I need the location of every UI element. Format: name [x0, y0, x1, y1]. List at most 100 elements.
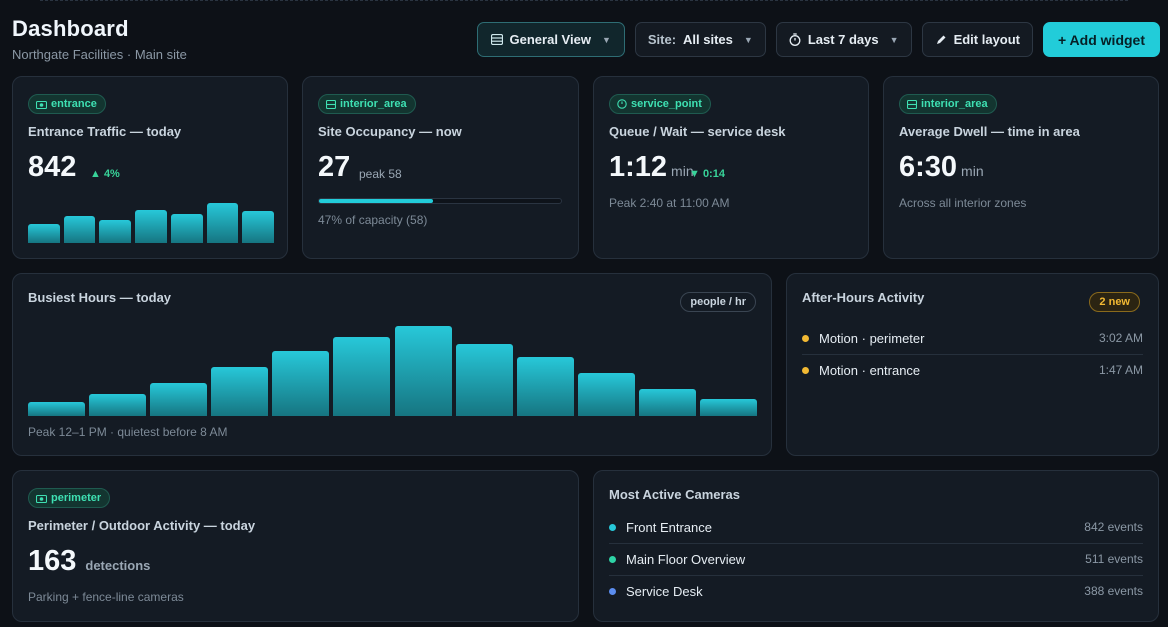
chip-label: interior_area	[921, 98, 988, 110]
camera-color-dot	[609, 587, 616, 595]
occupancy-peak: peak 58	[359, 167, 402, 181]
site-value: All sites	[683, 32, 733, 47]
page-subtitle: Northgate Facilities · Main site	[12, 47, 187, 62]
occupancy-value: 27	[318, 151, 351, 183]
queue-unit: min	[671, 163, 694, 179]
hour-bar	[89, 394, 147, 416]
list-item[interactable]: Main Floor Overview 511 events	[609, 543, 1143, 575]
dwell-note: Across all interior zones	[899, 196, 1027, 210]
camera-events: 511 events	[1085, 552, 1143, 566]
divider	[802, 354, 1143, 355]
chip-label: entrance	[51, 98, 97, 110]
entrance-traffic-card[interactable]: entrance Entrance Traffic — today 842 ▲ …	[12, 76, 288, 259]
card-title: Queue / Wait — service desk	[609, 124, 786, 139]
camera-name: Main Floor Overview	[626, 551, 746, 567]
trend-down-delta: ▼ 0:14	[689, 168, 725, 180]
trend-up-delta: ▲ 4%	[90, 168, 120, 180]
entrance-value: 842	[28, 151, 77, 183]
sparkline-bar	[28, 224, 60, 243]
view-select[interactable]: General View ▼	[476, 22, 625, 57]
status-dot	[802, 366, 809, 374]
dwell-unit: min	[961, 163, 984, 179]
toolbar: General View ▼ Site: All sites ▼ Last 7 …	[476, 22, 1160, 57]
hour-bar	[699, 399, 757, 416]
capacity-note: 47% of capacity (58)	[318, 213, 428, 227]
sparkline-bar	[63, 216, 96, 243]
busiest-hours-chart	[28, 326, 757, 416]
dwell-value: 6:30 min	[899, 151, 984, 184]
camera-events: 388 events	[1084, 584, 1143, 598]
divider	[609, 543, 1143, 544]
chip-interior-area: interior_area	[899, 94, 997, 114]
list-item[interactable]: Motion · perimeter 3:02 AM	[802, 322, 1143, 354]
building-icon	[907, 99, 917, 109]
sparkline-bar	[135, 210, 167, 243]
list-item[interactable]: Motion · entrance 1:47 AM	[802, 354, 1143, 386]
date-range-select[interactable]: Last 7 days ▼	[775, 22, 912, 57]
page-header: Dashboard Northgate Facilities · Main si…	[12, 16, 1160, 62]
sparkline-bar	[242, 211, 274, 243]
detection-count: 163	[28, 545, 77, 577]
list-item[interactable]: Front Entrance 842 events	[609, 511, 1143, 543]
pencil-icon	[936, 35, 946, 44]
hour-bar	[150, 383, 208, 416]
camera-name: Service Desk	[626, 583, 703, 599]
card-title: After-Hours Activity	[802, 290, 925, 305]
site-occupancy-card[interactable]: interior_area Site Occupancy — now 27 pe…	[302, 76, 579, 259]
add-widget-button[interactable]: + Add widget	[1043, 22, 1160, 57]
site-select[interactable]: Site: All sites ▼	[634, 22, 766, 57]
sparkline-bar	[206, 203, 239, 243]
chip-label: interior_area	[340, 98, 407, 110]
sparkline-bar	[170, 214, 203, 243]
dwell-time: 6:30	[899, 151, 958, 183]
chevron-down-icon: ▼	[889, 34, 899, 45]
average-dwell-card[interactable]: interior_area Average Dwell — time in ar…	[883, 76, 1159, 259]
capacity-progress	[318, 198, 562, 204]
card-title: Site Occupancy — now	[318, 124, 462, 139]
event-label: Motion · entrance	[819, 362, 921, 378]
card-title: Average Dwell — time in area	[899, 124, 1080, 139]
list-item[interactable]: Service Desk 388 events	[609, 575, 1143, 607]
queue-wait-card[interactable]: service_point Queue / Wait — service des…	[593, 76, 869, 259]
hour-bar	[28, 402, 86, 416]
capacity-progress-fill	[319, 199, 433, 203]
clock-icon	[617, 99, 627, 109]
unit-tag: people / hr	[680, 292, 756, 312]
chip-entrance: entrance	[28, 94, 106, 114]
divider	[609, 575, 1143, 576]
busiest-hours-card[interactable]: Busiest Hours — today people / hr Peak 1…	[12, 273, 772, 456]
hour-bar	[455, 344, 513, 416]
camera-color-dot	[609, 523, 616, 531]
event-label: Motion · perimeter	[819, 330, 925, 346]
hour-bar	[516, 357, 574, 416]
top-divider	[40, 0, 1128, 1]
chevron-down-icon: ▼	[743, 34, 753, 45]
most-active-cameras-card[interactable]: Most Active Cameras Front Entrance 842 e…	[593, 470, 1159, 622]
event-time: 1:47 AM	[1098, 363, 1143, 377]
busiest-note: Peak 12–1 PM · quietest before 8 AM	[28, 425, 228, 439]
add-widget-label: + Add widget	[1058, 31, 1145, 48]
page-title: Dashboard	[12, 16, 129, 41]
new-count-badge: 2 new	[1089, 292, 1140, 312]
hour-bar	[272, 351, 330, 416]
camera-icon	[36, 494, 47, 503]
hour-bar	[577, 373, 635, 416]
edit-layout-button[interactable]: Edit layout	[921, 22, 1034, 57]
hour-bar	[638, 389, 696, 416]
perimeter-value: 163 detections	[28, 545, 150, 578]
after-hours-card[interactable]: After-Hours Activity 2 new Motion · peri…	[786, 273, 1159, 456]
chip-service-point: service_point	[609, 94, 711, 114]
chip-label: perimeter	[51, 492, 102, 504]
perimeter-activity-card[interactable]: perimeter Perimeter / Outdoor Activity —…	[12, 470, 579, 622]
entrance-sparkline	[28, 201, 274, 243]
sparkline-bar	[99, 220, 132, 243]
card-title: Busiest Hours — today	[28, 290, 172, 305]
perimeter-note: Parking + fence-line cameras	[28, 590, 184, 604]
stopwatch-icon	[789, 33, 801, 46]
building-icon	[326, 99, 336, 109]
chevron-down-icon: ▼	[601, 34, 611, 45]
chip-label: service_point	[631, 98, 702, 110]
site-prefix: Site:	[647, 32, 677, 47]
camera-events: 842 events	[1084, 520, 1143, 534]
table-icon	[490, 34, 503, 45]
